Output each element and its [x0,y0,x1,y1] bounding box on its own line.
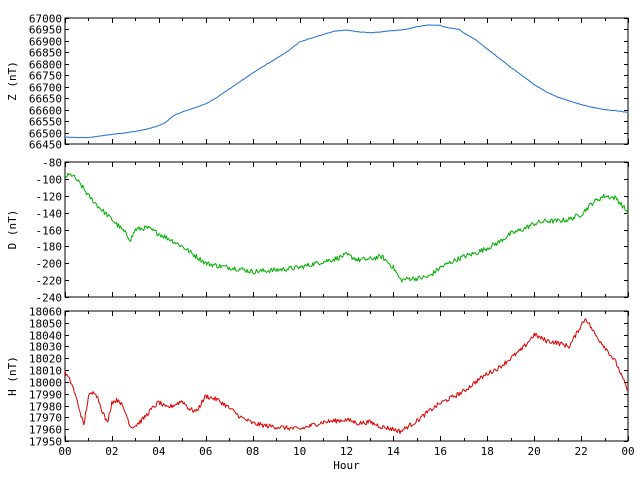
y-tick-label: 66500 [29,128,62,141]
y-tick-label: -100 [36,174,63,187]
y-tick-label: 66700 [29,82,62,95]
y-axis-label: D (nT) [6,210,19,250]
y-tick-label: -180 [36,241,63,254]
x-tick-label: 00 [58,445,71,458]
y-tick-label: 17970 [29,412,62,425]
y-tick-label: 66650 [29,93,62,106]
y-tick-label: 67000 [29,13,62,26]
y-tick-label: 18020 [29,353,62,366]
panel-2: 1795017960179701798017990180001801018020… [6,306,629,449]
series-line-1 [64,172,629,283]
y-tick-label: -200 [36,258,63,271]
y-tick-label: -220 [36,275,63,288]
x-tick-label: 04 [152,445,166,458]
y-tick-label: 66950 [29,24,62,37]
x-axis-label: Hour [333,459,360,472]
y-tick-label: -80 [42,157,62,170]
y-tick-label: 18000 [29,377,62,390]
y-tick-label: -160 [36,225,63,238]
y-tick-label: 17960 [29,424,62,437]
x-tick-label: 02 [105,445,118,458]
y-tick-label: 66850 [29,47,62,60]
y-tick-label: -240 [36,292,63,305]
y-tick-label: 17980 [29,401,62,414]
y-axis-label: H (nT) [6,356,19,396]
x-tick-label: 10 [293,445,306,458]
y-tick-label: 66600 [29,105,62,118]
x-tick-label: 12 [340,445,353,458]
x-tick-label: 14 [387,445,401,458]
y-tick-label: 18030 [29,341,62,354]
y-tick-label: 18050 [29,318,62,331]
x-tick-label: 00 [621,445,634,458]
y-tick-label: 66800 [29,59,62,72]
plot-frame-2 [64,310,629,442]
y-tick-label: 17950 [29,436,62,449]
y-tick-label: -120 [36,191,63,204]
series-line-2 [64,318,629,435]
x-tick-label: 22 [574,445,587,458]
y-tick-label: 18040 [29,330,62,343]
plot-frame-0 [64,17,629,145]
panel-1: -240 -220 -200 -180 -160 -140 -120 -100 -80 D (nT… [6,157,629,305]
x-tick-label: 20 [528,445,541,458]
x-tick-label: 08 [246,445,259,458]
x-tick-label: 16 [434,445,447,458]
plot-frame-1 [64,161,629,298]
x-tick-label: 06 [199,445,212,458]
y-tick-label: 66750 [29,70,62,83]
y-axis-label: Z (nT) [6,61,19,101]
y-tick-label: 66450 [29,139,62,152]
y-tick-label: 18010 [29,365,62,378]
x-tick-label: 18 [481,445,494,458]
y-tick-label: 17990 [29,389,62,402]
series-line-0 [64,24,629,139]
y-tick-label: 18060 [29,306,62,319]
y-tick-label: -140 [36,208,63,221]
y-tick-label: 66900 [29,36,62,49]
panel-0: 6645066500665506660066650667006675066800… [6,13,629,152]
y-tick-label: 66550 [29,116,62,129]
